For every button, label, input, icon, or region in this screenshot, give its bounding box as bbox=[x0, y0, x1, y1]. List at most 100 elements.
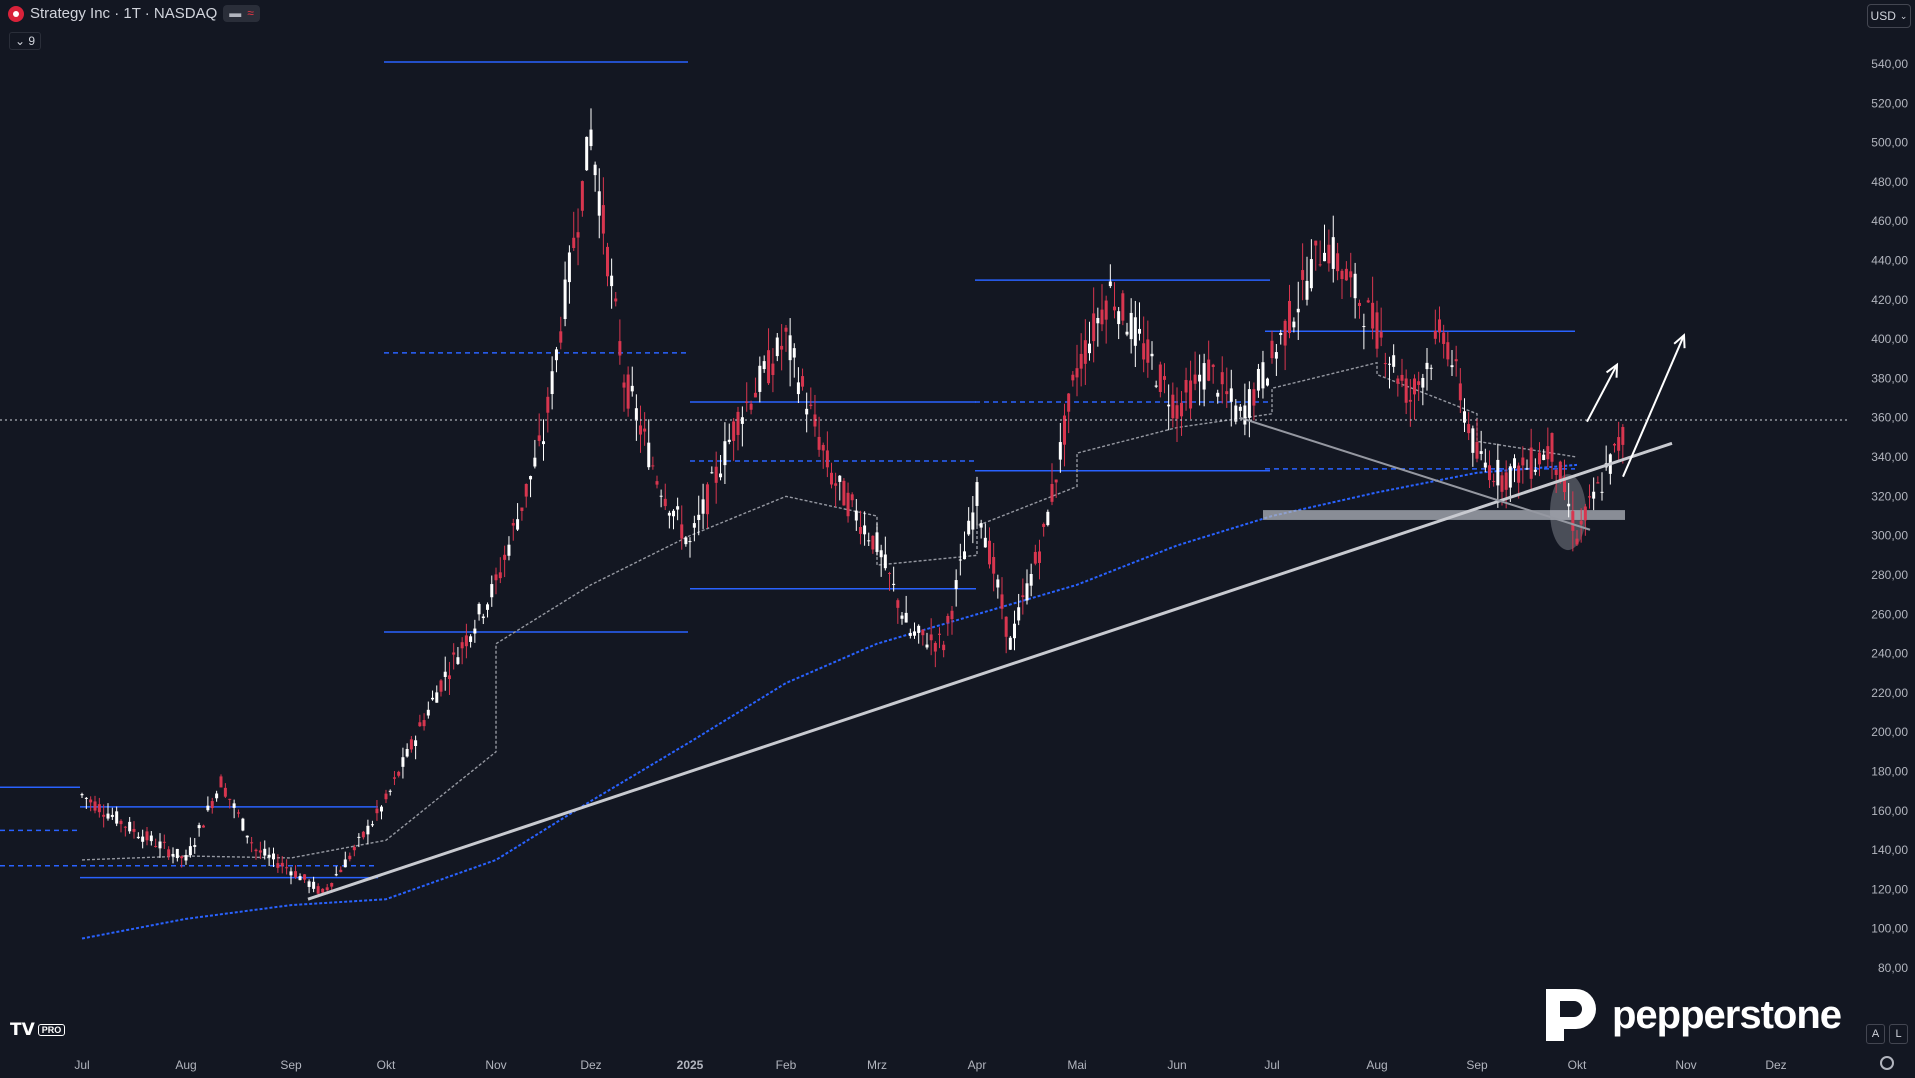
settings-gear-icon[interactable] bbox=[1880, 1056, 1894, 1070]
indicator-count: 9 bbox=[28, 34, 36, 48]
candle-body bbox=[618, 341, 622, 356]
candle-body bbox=[175, 848, 179, 859]
candle-body bbox=[503, 554, 507, 560]
candle-body bbox=[193, 845, 197, 847]
candle-body bbox=[1117, 311, 1121, 325]
symbol-header[interactable]: Strategy Inc · 1T · NASDAQ ▬ ≈ bbox=[8, 5, 260, 22]
candle-body bbox=[1344, 268, 1348, 281]
currency-select[interactable]: USD ⌄ bbox=[1867, 4, 1911, 28]
candle-body bbox=[963, 551, 966, 560]
fast-moving-average bbox=[81, 361, 1578, 861]
auto-scale-button[interactable]: A bbox=[1866, 1024, 1885, 1044]
candle-body bbox=[422, 720, 426, 727]
candle-body bbox=[1454, 359, 1458, 362]
candle-body bbox=[1013, 623, 1016, 639]
candle-body bbox=[1366, 300, 1370, 303]
candle-body bbox=[842, 480, 846, 506]
candle-body bbox=[838, 475, 842, 482]
candle-body bbox=[1075, 368, 1079, 378]
candle-body bbox=[1567, 503, 1571, 507]
price-tick-label: 340,00 bbox=[1871, 450, 1908, 464]
candle-body bbox=[84, 797, 88, 799]
candle-body bbox=[723, 441, 727, 466]
candle-body bbox=[817, 436, 821, 450]
time-tick-label: Mai bbox=[1067, 1058, 1086, 1072]
candle-body bbox=[753, 392, 757, 398]
indicator-toggle[interactable]: ⌄ 9 bbox=[9, 32, 42, 50]
candle-body bbox=[303, 874, 307, 880]
candle-body bbox=[809, 404, 813, 406]
candle-body bbox=[119, 820, 123, 825]
candle-body bbox=[1038, 551, 1041, 563]
pepperstone-watermark: pepperstone bbox=[1536, 983, 1842, 1047]
candle-body bbox=[942, 644, 946, 651]
candle-body bbox=[643, 428, 647, 432]
candle-body bbox=[1588, 496, 1591, 498]
log-scale-button[interactable]: L bbox=[1889, 1024, 1908, 1044]
candle-body bbox=[397, 771, 401, 776]
candle-body bbox=[520, 507, 524, 511]
candle-body bbox=[1092, 313, 1096, 342]
candle-body bbox=[1063, 415, 1066, 445]
candle-body bbox=[1050, 483, 1054, 502]
candle-body bbox=[162, 841, 166, 843]
candle-body bbox=[1167, 404, 1171, 407]
candle-body bbox=[490, 584, 494, 598]
candle-body bbox=[237, 812, 240, 814]
candle-body bbox=[1008, 637, 1012, 650]
candle-body bbox=[1542, 454, 1546, 461]
candle-body bbox=[1021, 595, 1025, 598]
candle-body bbox=[900, 615, 904, 619]
candle-body bbox=[1121, 293, 1125, 321]
tradingview-logo: TV PRO bbox=[10, 1020, 66, 1040]
candle-body bbox=[736, 411, 740, 435]
price-axis[interactable]: 540,00 520,00 500,00 480,00 460,00 440,00 420,… bbox=[1848, 0, 1915, 1052]
candle-body bbox=[732, 421, 736, 441]
candle-body bbox=[688, 541, 692, 543]
candle-body bbox=[1083, 340, 1087, 364]
time-axis[interactable]: Jul Aug Sep Okt Nov Dez 2025 Feb Mrz Apr Mai Jun Jul… bbox=[0, 1052, 1915, 1078]
candle-body bbox=[606, 246, 609, 277]
candle-body bbox=[883, 554, 887, 569]
candle-body bbox=[280, 862, 284, 867]
candle-body bbox=[267, 854, 271, 858]
candle-body bbox=[921, 629, 925, 636]
candle-body bbox=[1500, 475, 1504, 492]
candle-body bbox=[714, 466, 718, 483]
candle-body bbox=[647, 442, 651, 468]
candle-body bbox=[1592, 491, 1596, 499]
time-tick-label: Jul bbox=[1264, 1058, 1279, 1072]
price-tick-label: 460,00 bbox=[1871, 214, 1908, 228]
candle-body bbox=[1433, 330, 1437, 339]
candle-body bbox=[361, 831, 365, 838]
candle-body bbox=[1621, 427, 1625, 445]
candle-body bbox=[197, 825, 201, 829]
time-tick-label: Dez bbox=[1765, 1058, 1786, 1072]
projection-arrows bbox=[1586, 333, 1686, 478]
candle-body bbox=[929, 634, 933, 641]
price-axis-bg bbox=[1848, 0, 1915, 1052]
candle-body bbox=[813, 414, 817, 427]
status-pills[interactable]: ▬ ≈ bbox=[223, 5, 260, 22]
candle-body bbox=[115, 811, 119, 824]
candle-body bbox=[456, 657, 460, 664]
time-tick-label: Okt bbox=[1568, 1058, 1587, 1072]
candle-body bbox=[1125, 331, 1129, 335]
candle-body bbox=[202, 825, 205, 828]
time-tick-label: Jun bbox=[1167, 1058, 1186, 1072]
candle-body bbox=[321, 888, 325, 893]
time-tick-label: Mrz bbox=[867, 1058, 887, 1072]
candle-body bbox=[1029, 573, 1033, 586]
candle-body bbox=[375, 808, 379, 814]
candle-body bbox=[443, 671, 447, 677]
tv-logo-text: TV bbox=[10, 1020, 35, 1040]
candle-body bbox=[1309, 259, 1313, 289]
candle-body bbox=[821, 444, 825, 451]
candle-body bbox=[1265, 378, 1269, 386]
candle-body bbox=[312, 881, 316, 889]
candle-body bbox=[542, 441, 545, 445]
candle-body bbox=[136, 836, 140, 839]
horizontal-levels bbox=[0, 61, 1575, 879]
candle-body bbox=[357, 836, 361, 838]
